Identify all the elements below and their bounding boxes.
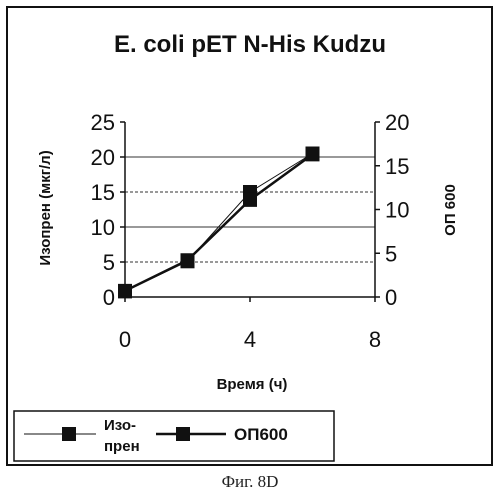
y-tick-label: 15: [91, 180, 115, 205]
y-tick-label: 10: [91, 215, 115, 240]
y-tick-label: 5: [103, 250, 115, 275]
y2-tick-label: 15: [385, 154, 409, 179]
data-point-od600: [118, 284, 132, 298]
data-point-od600: [306, 147, 320, 161]
x-tick-label: 4: [244, 327, 256, 352]
y2-tick-label: 10: [385, 198, 409, 223]
tick-labels: 0 5 10 15 20 25 0 5 10 15 20 0 4 8: [91, 110, 410, 352]
series: [118, 147, 320, 299]
chart: E. coli pET N-His Kudzu 0 5 10 15 20 25 0 5 10 15…: [0, 0, 500, 470]
figure-caption: Фиг. 8D: [0, 472, 500, 492]
legend-marker-od600: [176, 427, 190, 441]
y-tick-label: 25: [91, 110, 115, 135]
legend-label-line: ОП600: [234, 425, 288, 444]
chart-title: E. coli pET N-His Kudzu: [114, 31, 386, 58]
x-tick-label: 0: [119, 327, 131, 352]
y-tick-label: 20: [91, 145, 115, 170]
y-tick-label: 0: [103, 285, 115, 310]
data-point-od600: [181, 253, 195, 267]
y2-tick-label: 0: [385, 285, 397, 310]
legend-marker-isoprene: [62, 427, 76, 441]
legend-label-line: прен: [104, 438, 140, 455]
y2-tick-label: 5: [385, 241, 397, 266]
data-point-od600: [243, 193, 257, 207]
y-axis-label: Изопрен (мкг/л): [37, 150, 54, 265]
legend: Изо-прен ОП600: [14, 411, 334, 461]
x-tick-label: 8: [369, 327, 381, 352]
y2-axis-label: ОП 600: [442, 184, 459, 236]
legend-label-line: Изо-: [104, 417, 136, 434]
grid-lines: [125, 157, 375, 262]
y2-tick-label: 20: [385, 110, 409, 135]
series-line-od600: [125, 154, 313, 291]
legend-label-od600: ОП600: [234, 425, 288, 444]
x-axis-label: Время (ч): [217, 376, 288, 393]
